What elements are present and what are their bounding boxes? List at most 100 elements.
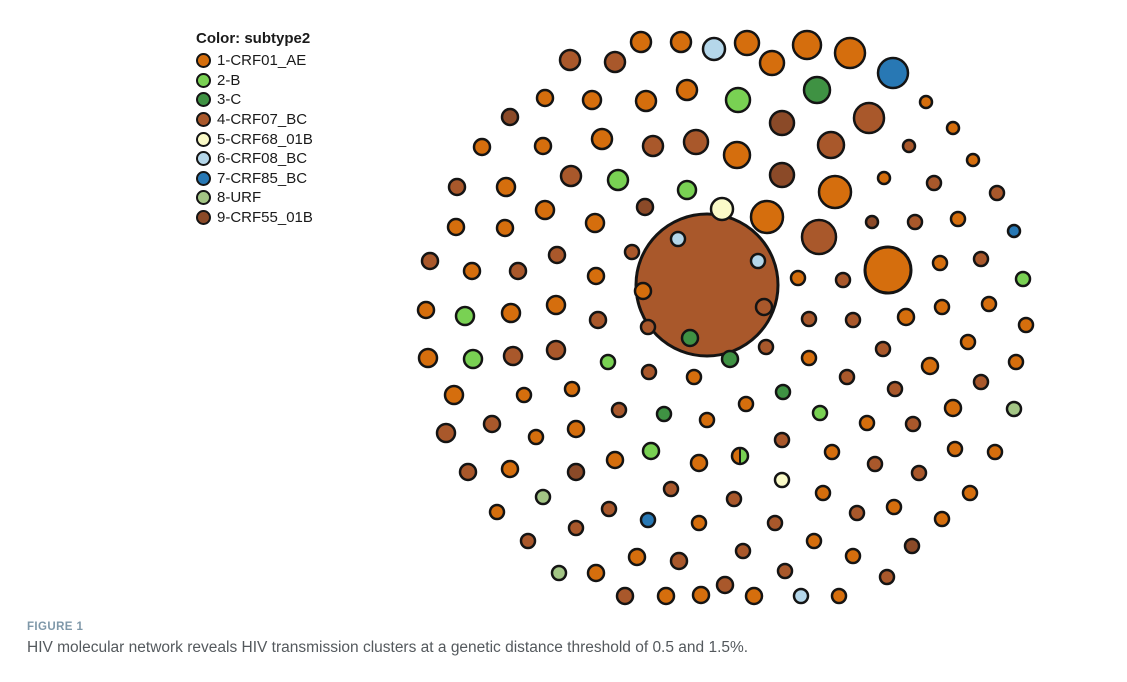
network-node [945,120,961,136]
network-node [627,547,647,567]
network-node [584,212,606,234]
network-node [416,300,436,320]
network-node [737,395,755,413]
network-node [615,586,635,606]
network-node [823,443,841,461]
network-node [874,340,892,358]
legend-swatch-icon [196,112,211,128]
network-node [876,170,892,186]
network-node [640,363,658,381]
network-node [844,311,862,329]
legend-item-label: 5-CRF68_01B [217,130,313,148]
network-node [791,29,823,61]
legend-swatch-icon [196,151,211,167]
network-node [533,136,553,156]
network-node [550,564,568,582]
network-node [754,297,774,317]
legend-swatch-icon [196,170,211,186]
network-node [817,174,853,210]
legend: Color: subtype2 1-CRF01_AE 2-B 3-C 4-CRF07_… [196,30,313,227]
network-node [685,368,703,386]
network-node [669,30,693,54]
network-node [943,398,963,418]
legend-item-label: 3-C [217,91,242,109]
network-node [933,298,951,316]
network-node [675,78,699,102]
network-node [933,510,951,528]
network-node [789,269,807,287]
network-node [744,586,764,606]
network-node [547,245,567,265]
network-node [715,575,735,595]
network-node [972,373,990,391]
legend-swatch-icon [196,131,211,147]
network-node [610,401,628,419]
legend-item: 5-CRF68_01B [196,129,313,149]
network-node-split [730,446,750,466]
network-node [792,587,810,605]
network-node [462,261,482,281]
network-node [773,471,791,489]
network-node [482,414,502,434]
network-node [563,380,581,398]
network-node [931,254,949,272]
network-node [655,405,673,423]
network-node [669,551,689,571]
network-node [500,459,520,479]
network-node [903,537,921,555]
network-node [876,56,910,90]
network-node [606,168,630,192]
network-node [447,177,467,197]
network-node [495,218,515,238]
network-node [599,353,617,371]
legend-swatch-icon [196,53,211,69]
network-node [972,250,990,268]
network-node [886,380,904,398]
network-node [534,199,556,221]
legend-swatch-icon [196,210,211,226]
network-node [635,197,655,217]
network-node [988,184,1006,202]
legend-item: 1-CRF01_AE [196,51,313,71]
network-node [906,213,924,231]
network-node [833,36,867,70]
network-node [768,161,796,189]
network-node [680,328,700,348]
network-node [634,89,658,113]
figure-caption-text: HIV molecular network reveals HIV transm… [27,639,749,656]
network-node [863,245,913,295]
network-node [682,128,710,156]
network-node [1007,353,1025,371]
network-node [566,462,586,482]
network-node [878,568,896,586]
network-node [901,138,917,154]
network-node [720,349,740,369]
network-node [586,563,606,583]
network-node [734,542,752,560]
network-node [949,210,967,228]
network-node [545,294,567,316]
network-node [495,176,517,198]
network-node [698,411,716,429]
legend-item-label: 7-CRF85_BC [217,169,308,187]
network-node [454,305,476,327]
legend-swatch-icon [196,92,211,108]
network-node [500,107,520,127]
network-node [758,49,786,77]
legend-item-label: 8-URF [217,189,262,207]
network-node [639,318,657,336]
network-node [508,261,528,281]
network-node [701,36,727,62]
legend-item-label: 9-CRF55_01B [217,209,313,227]
network-node [802,75,832,105]
network-node [776,562,794,580]
network-node [458,462,478,482]
network-node [623,243,641,261]
network-node [959,333,977,351]
network-node [834,271,852,289]
network-node [558,48,582,72]
network-node [488,503,506,521]
network-node [925,174,943,192]
network-node [1017,316,1035,334]
